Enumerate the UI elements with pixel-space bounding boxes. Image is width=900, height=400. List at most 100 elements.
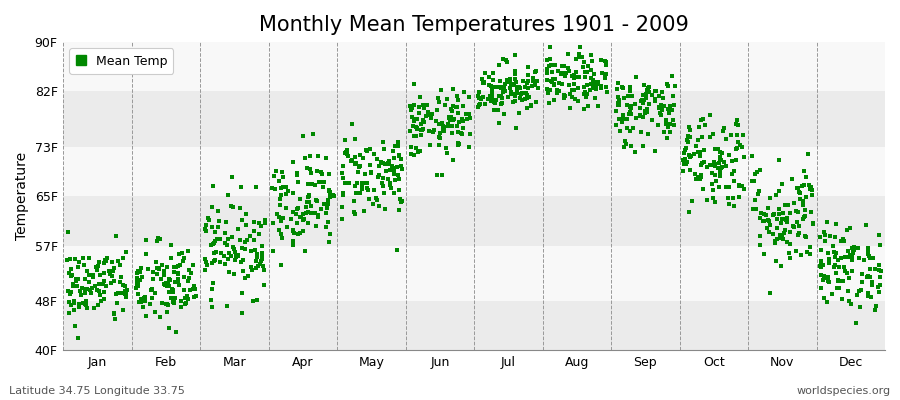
Point — [578, 69, 592, 76]
Point — [471, 104, 485, 111]
Point — [64, 289, 78, 295]
Point — [660, 135, 674, 141]
Point — [544, 79, 559, 86]
Point — [639, 94, 653, 101]
Point — [567, 71, 581, 78]
Point — [347, 154, 362, 160]
Point — [298, 247, 312, 254]
Point — [206, 258, 220, 264]
Point — [119, 290, 133, 296]
Point — [642, 101, 656, 108]
Point — [322, 238, 337, 245]
Point — [520, 92, 535, 98]
Point — [682, 124, 697, 130]
Point — [336, 190, 350, 197]
Point — [347, 183, 362, 189]
Point — [254, 258, 268, 264]
Point — [410, 149, 425, 156]
Point — [410, 125, 425, 132]
Point — [392, 207, 406, 213]
Point — [488, 100, 502, 106]
Point — [234, 184, 248, 190]
Point — [616, 144, 631, 151]
Point — [791, 230, 806, 236]
Point — [684, 152, 698, 159]
Point — [544, 87, 558, 93]
Point — [73, 288, 87, 295]
Point — [569, 56, 583, 62]
Point — [414, 132, 428, 138]
Point — [148, 290, 162, 296]
Point — [472, 89, 486, 95]
Point — [104, 258, 119, 265]
Point — [317, 201, 331, 207]
Point — [462, 111, 476, 118]
Point — [625, 93, 639, 99]
Point — [575, 54, 590, 60]
Point — [423, 142, 437, 148]
Point — [584, 52, 598, 58]
Point — [223, 202, 238, 209]
Point — [713, 154, 727, 160]
Point — [861, 293, 876, 299]
Point — [481, 96, 495, 102]
Point — [309, 197, 323, 204]
Point — [74, 292, 88, 298]
Point — [297, 215, 311, 222]
Point — [477, 80, 491, 87]
Bar — [63, 196, 885, 246]
Point — [150, 265, 165, 271]
Point — [209, 249, 223, 256]
Point — [440, 96, 454, 103]
Point — [771, 156, 786, 163]
Point — [130, 280, 144, 287]
Point — [774, 220, 788, 226]
Point — [316, 184, 330, 190]
Point — [376, 160, 391, 166]
Point — [806, 220, 820, 227]
Point — [366, 186, 381, 193]
Point — [69, 278, 84, 284]
Point — [783, 254, 797, 261]
Point — [635, 97, 650, 104]
Point — [661, 124, 675, 130]
Point — [617, 95, 632, 101]
Point — [564, 87, 579, 93]
Point — [541, 90, 555, 96]
Point — [415, 127, 429, 133]
Point — [487, 99, 501, 105]
Point — [586, 76, 600, 83]
Point — [707, 172, 722, 178]
Point — [762, 290, 777, 296]
Point — [310, 212, 325, 218]
Point — [250, 296, 265, 303]
Point — [254, 223, 268, 229]
Point — [272, 226, 286, 233]
Point — [860, 291, 875, 297]
Point — [530, 78, 544, 84]
Point — [357, 208, 372, 215]
Point — [304, 181, 319, 187]
Point — [255, 256, 269, 262]
Point — [814, 260, 828, 266]
Point — [272, 178, 286, 184]
Point — [648, 96, 662, 102]
Bar — [63, 301, 885, 350]
Point — [586, 85, 600, 92]
Point — [841, 226, 855, 233]
Point — [244, 264, 258, 270]
Point — [849, 320, 863, 327]
Point — [421, 109, 436, 115]
Point — [486, 69, 500, 76]
Point — [303, 202, 318, 209]
Point — [436, 172, 450, 178]
Point — [163, 276, 177, 283]
Point — [345, 156, 359, 163]
Point — [478, 100, 492, 107]
Point — [484, 94, 499, 100]
Point — [806, 219, 820, 226]
Point — [842, 298, 856, 304]
Point — [336, 192, 350, 198]
Point — [115, 282, 130, 288]
Point — [178, 300, 193, 307]
